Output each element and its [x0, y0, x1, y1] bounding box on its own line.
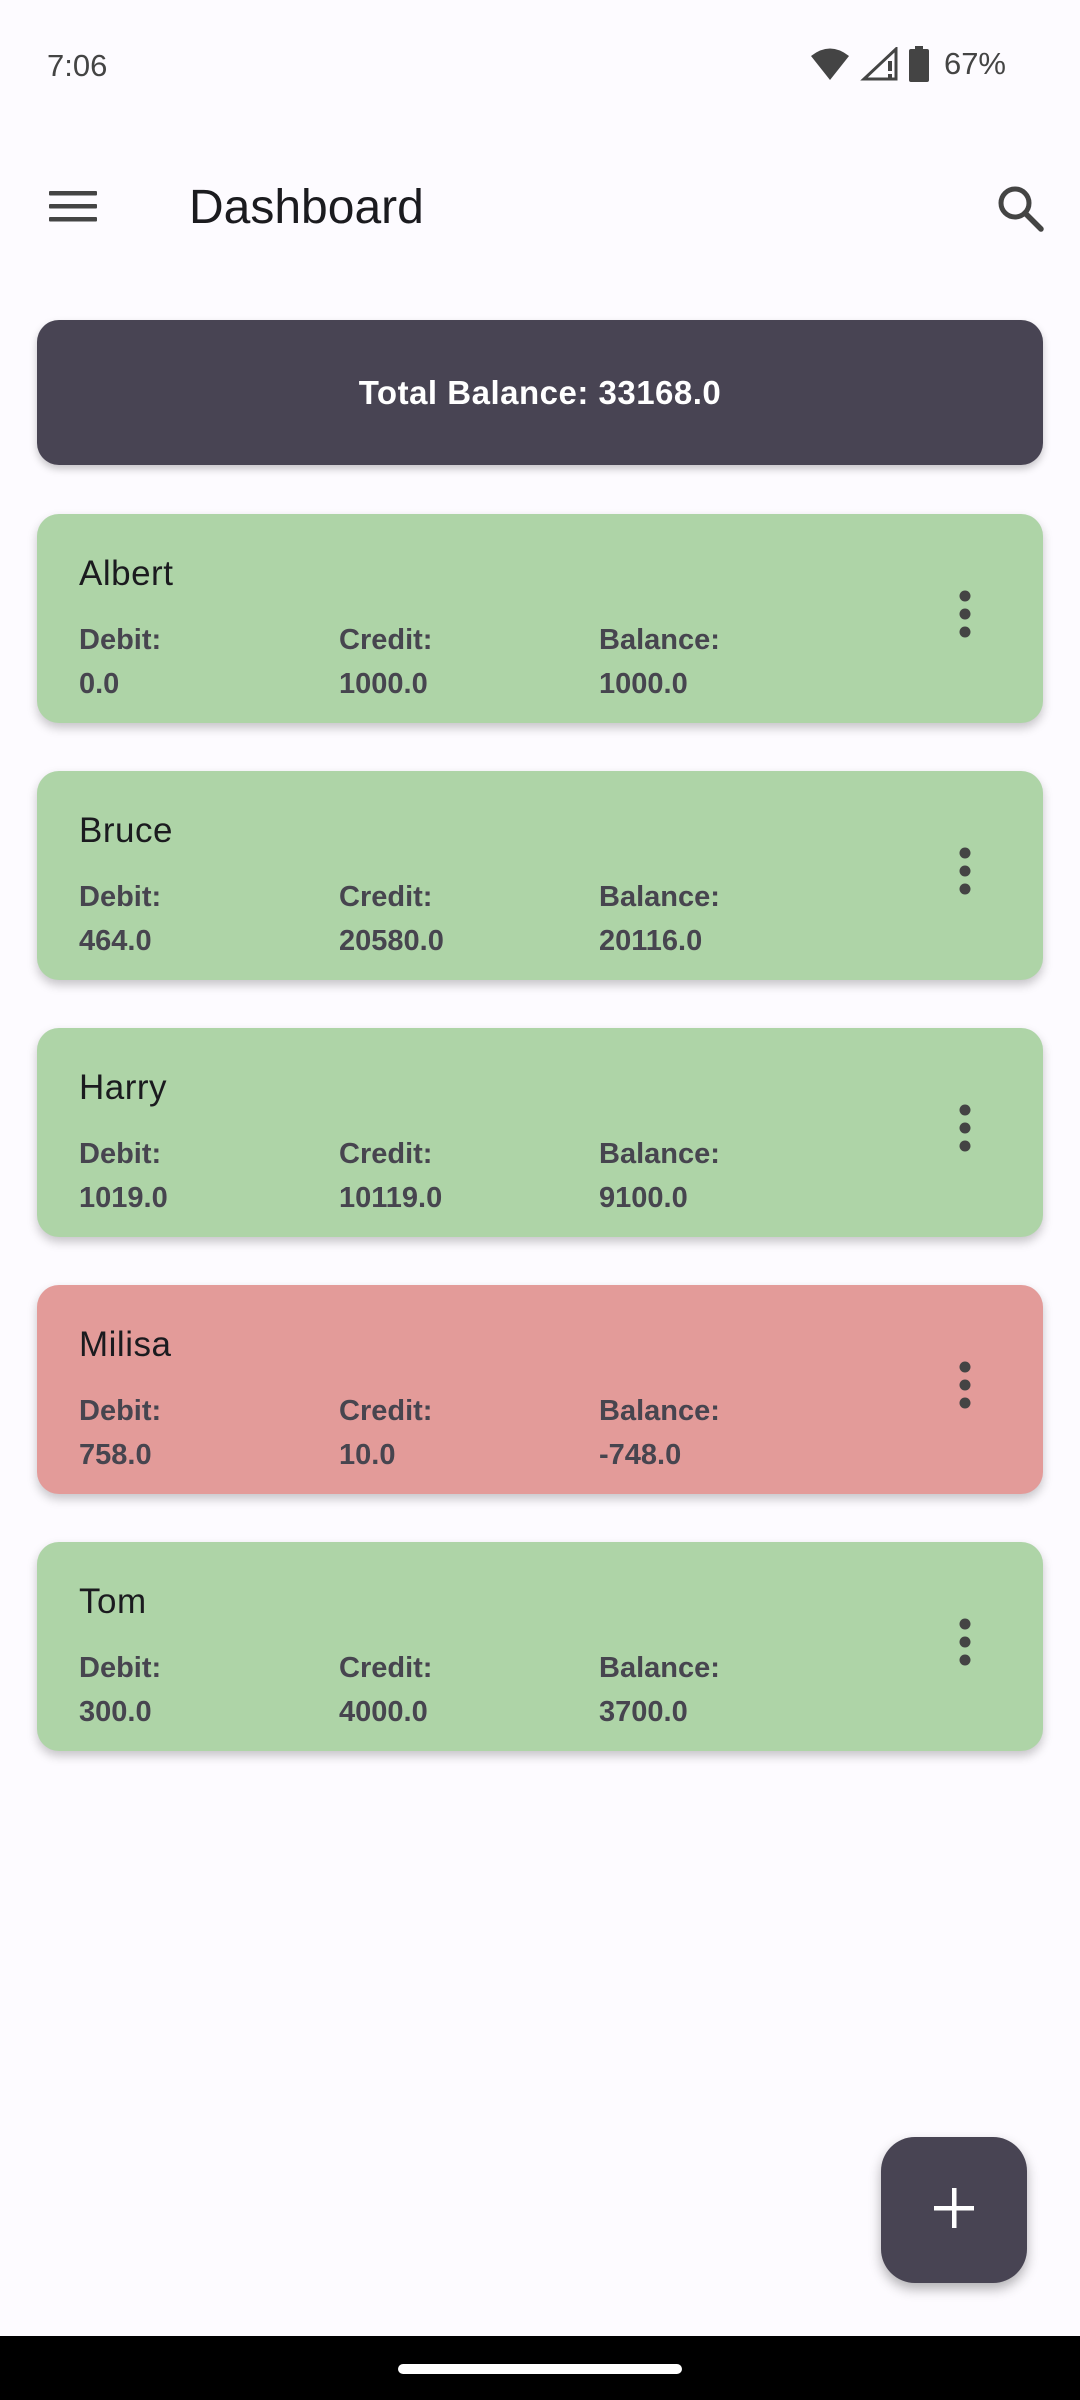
balance-column: Balance: 20116.0 [599, 875, 720, 963]
status-bar: 7:06 67% [0, 0, 1080, 136]
debit-label: Debit: [79, 1138, 162, 1170]
credit-column: Credit: 10119.0 [339, 1132, 442, 1220]
balance-value: 20116.0 [599, 925, 703, 957]
credit-label: Credit: [339, 881, 433, 913]
credit-label: Credit: [339, 1652, 433, 1684]
top-app-bar: Dashboard [0, 150, 1080, 266]
more-vert-icon [958, 590, 972, 643]
credit-value: 10.0 [339, 1439, 396, 1471]
more-options-button[interactable] [937, 576, 993, 656]
page-title: Dashboard [189, 181, 424, 234]
credit-label: Credit: [339, 624, 433, 656]
credit-value: 20580.0 [339, 925, 444, 957]
person-name: Milisa [79, 1325, 172, 1364]
balance-label: Balance: [599, 881, 720, 913]
menu-button[interactable] [30, 174, 116, 242]
credit-value: 1000.0 [339, 668, 428, 700]
balance-column: Balance: 3700.0 [599, 1646, 720, 1734]
person-card[interactable]: Bruce Debit: 464.0 Credit: 20580.0 Balance… [37, 771, 1043, 980]
credit-value: 4000.0 [339, 1696, 428, 1728]
debit-value: 0.0 [79, 668, 120, 700]
hamburger-menu-icon [49, 188, 97, 229]
total-balance-card: Total Balance: 33168.0 [37, 320, 1043, 465]
person-list: Albert Debit: 0.0 Credit: 1000.0 Balance: 1… [37, 514, 1043, 1799]
credit-label: Credit: [339, 1138, 433, 1170]
balance-label: Balance: [599, 1652, 720, 1684]
person-name: Albert [79, 554, 174, 593]
debit-value: 300.0 [79, 1696, 152, 1728]
balance-label: Balance: [599, 624, 720, 656]
cell-signal-icon [860, 47, 898, 81]
debit-label: Debit: [79, 881, 162, 913]
battery-percentage: 67% [943, 46, 1006, 81]
system-navigation-bar [0, 2336, 1080, 2400]
person-card[interactable]: Milisa Debit: 758.0 Credit: 10.0 Balance: -… [37, 1285, 1043, 1494]
more-vert-icon [958, 1104, 972, 1157]
status-icons: 67% [810, 46, 1006, 82]
debit-column: Debit: 1019.0 [79, 1132, 168, 1220]
credit-value: 10119.0 [339, 1182, 443, 1214]
debit-value: 1019.0 [79, 1182, 168, 1214]
add-person-button[interactable] [881, 2137, 1027, 2283]
balance-value: 3700.0 [599, 1696, 688, 1728]
credit-column: Credit: 10.0 [339, 1389, 432, 1477]
status-time: 7:06 [47, 48, 108, 83]
person-card[interactable]: Albert Debit: 0.0 Credit: 1000.0 Balance: 1… [37, 514, 1043, 723]
balance-column: Balance: -748.0 [599, 1389, 720, 1477]
balance-column: Balance: 9100.0 [599, 1132, 720, 1220]
person-name: Harry [79, 1068, 168, 1107]
plus-icon [934, 2187, 974, 2233]
debit-value: 464.0 [79, 925, 152, 957]
more-options-button[interactable] [937, 833, 993, 913]
more-options-button[interactable] [937, 1090, 993, 1170]
credit-column: Credit: 4000.0 [339, 1646, 432, 1734]
balance-label: Balance: [599, 1395, 720, 1427]
more-vert-icon [958, 1618, 972, 1671]
search-icon [996, 184, 1044, 237]
credit-label: Credit: [339, 1395, 433, 1427]
more-options-button[interactable] [937, 1347, 993, 1427]
home-gesture-handle[interactable] [398, 2364, 682, 2374]
debit-column: Debit: 0.0 [79, 618, 161, 706]
more-vert-icon [958, 847, 972, 900]
debit-column: Debit: 464.0 [79, 875, 161, 963]
debit-value: 758.0 [79, 1439, 152, 1471]
person-name: Bruce [79, 811, 173, 850]
battery-icon [908, 46, 930, 82]
credit-column: Credit: 1000.0 [339, 618, 432, 706]
person-card[interactable]: Tom Debit: 300.0 Credit: 4000.0 Balance: 37… [37, 1542, 1043, 1751]
debit-column: Debit: 758.0 [79, 1389, 161, 1477]
balance-value: 9100.0 [599, 1182, 688, 1214]
debit-column: Debit: 300.0 [79, 1646, 161, 1734]
credit-column: Credit: 20580.0 [339, 875, 444, 963]
wifi-icon [810, 47, 850, 81]
debit-label: Debit: [79, 1652, 162, 1684]
more-vert-icon [958, 1361, 972, 1414]
balance-value: 1000.0 [599, 668, 688, 700]
more-options-button[interactable] [937, 1604, 993, 1684]
debit-label: Debit: [79, 624, 162, 656]
debit-label: Debit: [79, 1395, 162, 1427]
search-button[interactable] [980, 170, 1060, 250]
person-card[interactable]: Harry Debit: 1019.0 Credit: 10119.0 Balanc… [37, 1028, 1043, 1237]
total-balance-label: Total Balance: 33168.0 [358, 373, 722, 411]
balance-column: Balance: 1000.0 [599, 618, 720, 706]
balance-label: Balance: [599, 1138, 720, 1170]
balance-value: -748.0 [599, 1439, 682, 1471]
person-name: Tom [79, 1582, 147, 1621]
